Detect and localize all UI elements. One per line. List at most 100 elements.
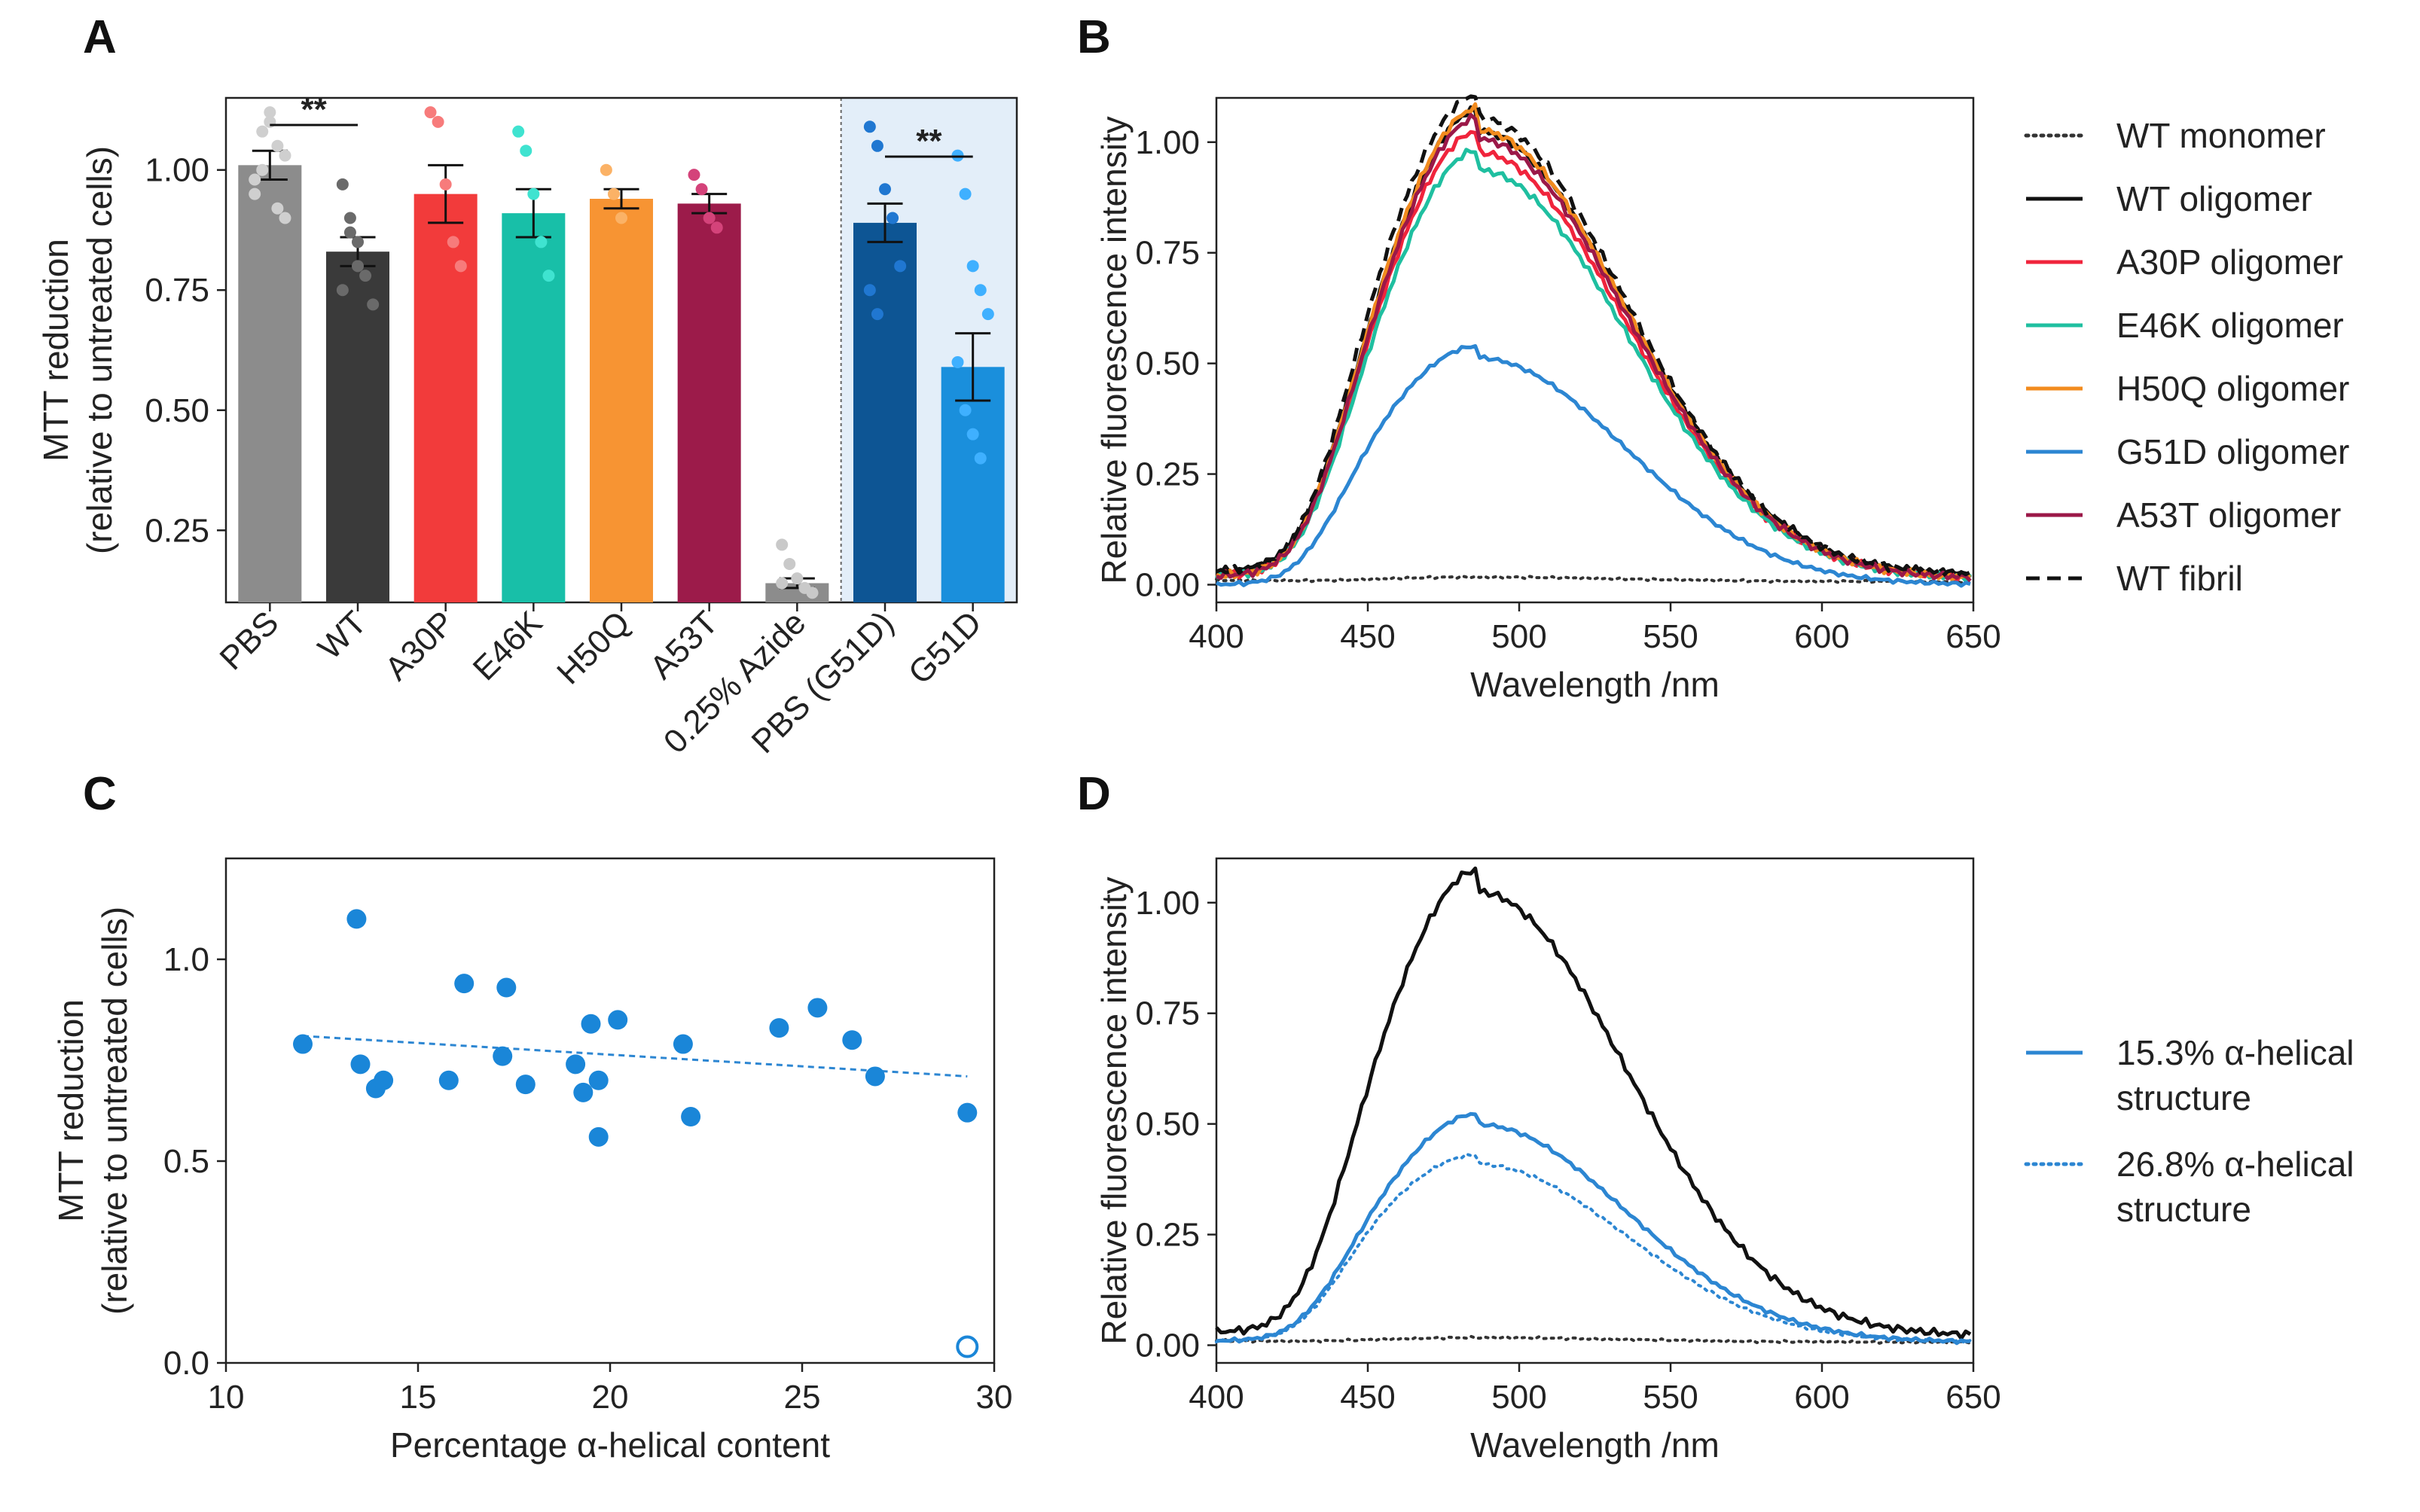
scatter-point [515, 1075, 536, 1095]
panel-letter-a: A [83, 11, 117, 63]
data-point [336, 178, 349, 191]
data-point [776, 577, 789, 590]
scatter-point [588, 1070, 609, 1090]
data-point [439, 178, 452, 191]
y-tick-label: 0.0 [163, 1345, 209, 1382]
data-point [279, 149, 291, 162]
scatter-point [496, 977, 517, 998]
x-tick-label: PBS [212, 604, 285, 677]
scatter-point [573, 1082, 594, 1102]
data-point [256, 125, 269, 138]
data-point [776, 538, 789, 551]
x-tick-label: 550 [1643, 618, 1698, 655]
data-point [432, 115, 444, 128]
scatter-point [454, 974, 475, 994]
data-point [791, 572, 804, 585]
data-point [343, 212, 356, 224]
y-axis-title: MTT reduction [36, 239, 75, 462]
y-axis-title-sub: (relative to untreated cells) [95, 907, 134, 1315]
data-point [710, 221, 723, 234]
x-tick-label: 450 [1340, 1379, 1395, 1416]
data-point [863, 120, 876, 133]
data-point [352, 236, 364, 248]
data-point [367, 298, 380, 311]
panel-letter-c: C [83, 768, 117, 820]
x-tick-label: E46K [466, 604, 550, 687]
data-point [279, 212, 291, 224]
data-point [887, 212, 899, 224]
x-tick-label: 450 [1340, 618, 1395, 655]
y-tick-label: 0.00 [1135, 566, 1200, 603]
legend-label: 15.3% α-helical [2116, 1033, 2354, 1072]
data-point [615, 212, 627, 224]
series-line [1216, 102, 1971, 582]
y-tick-label: 0.75 [1135, 995, 1200, 1032]
series-line [1216, 105, 1972, 579]
legend-label: structure [2116, 1190, 2251, 1229]
series-line [1216, 112, 1972, 583]
plot-frame [1215, 857, 1975, 1364]
x-tick-label: 15 [400, 1379, 437, 1416]
y-tick-label: 0.00 [1135, 1327, 1200, 1364]
data-point [783, 557, 796, 570]
bar [414, 194, 478, 603]
legend-label: WT oligomer [2116, 179, 2312, 218]
y-axis-title: MTT reduction [51, 999, 90, 1222]
significance-label: ** [916, 123, 942, 160]
scatter-point [374, 1070, 394, 1090]
data-point [966, 428, 979, 440]
data-point [535, 236, 548, 248]
data-point [520, 145, 533, 157]
panel-c-scatter-chart: 10 15 20 25 30 0.0 0.5 1.0 Percentage α-helical … [51, 857, 1012, 1465]
data-point [879, 183, 891, 196]
series-line [1216, 94, 1972, 579]
scatter-point [769, 1018, 789, 1038]
data-point [542, 270, 555, 282]
x-tick-label: 650 [1945, 1379, 2000, 1416]
series-line [1215, 344, 1971, 588]
panel-b-line-chart: 400 450 500 550 600 650 0.00 0.25 0.50 0.75 1.00 Wa… [1094, 94, 2349, 704]
y-tick-label: 0.75 [1135, 235, 1200, 272]
scatter-point [493, 1046, 513, 1066]
series-line [1215, 1334, 1972, 1345]
series-line [1215, 866, 1972, 1340]
plot-frame [224, 857, 996, 1364]
y-tick-label: 1.0 [163, 941, 209, 978]
data-point [806, 587, 819, 599]
x-tick-label: H50Q [550, 604, 637, 691]
y-axis-title: Relative fluorescence intensity [1094, 876, 1134, 1344]
data-point [600, 163, 612, 176]
series-line [1215, 574, 1972, 585]
data-point [249, 173, 261, 186]
y-tick-label: 0.50 [145, 392, 209, 429]
x-axis-title: Wavelength /nm [1470, 1425, 1720, 1465]
legend-label: WT monomer [2116, 116, 2326, 155]
data-point [695, 183, 708, 196]
scatter-point [350, 1054, 371, 1075]
x-tick-label: 600 [1794, 618, 1849, 655]
data-point [871, 139, 883, 152]
y-tick-label: 0.50 [1135, 346, 1200, 383]
scatter-point-open [956, 1335, 979, 1358]
legend-label: A30P oligomer [2116, 242, 2343, 282]
scatter-point [957, 1102, 978, 1123]
bar [590, 199, 653, 602]
scatter-point [608, 1010, 628, 1030]
data-point [959, 187, 972, 200]
bar [941, 367, 1005, 602]
x-tick-label: 650 [1945, 618, 2000, 655]
data-point [863, 284, 876, 297]
legend-label: G51D oligomer [2116, 432, 2349, 471]
data-point [703, 212, 716, 224]
legend-label: WT fibril [2116, 559, 2243, 598]
legend-label: structure [2116, 1078, 2251, 1117]
x-tick-label: 20 [592, 1379, 629, 1416]
data-point [894, 260, 907, 273]
x-axis-title: Percentage α-helical content [390, 1425, 830, 1465]
data-point [249, 187, 261, 200]
plot-frame [1215, 96, 1975, 604]
x-axis-title: Wavelength /nm [1470, 665, 1720, 704]
x-tick-label: 400 [1189, 618, 1244, 655]
data-point [264, 106, 276, 119]
